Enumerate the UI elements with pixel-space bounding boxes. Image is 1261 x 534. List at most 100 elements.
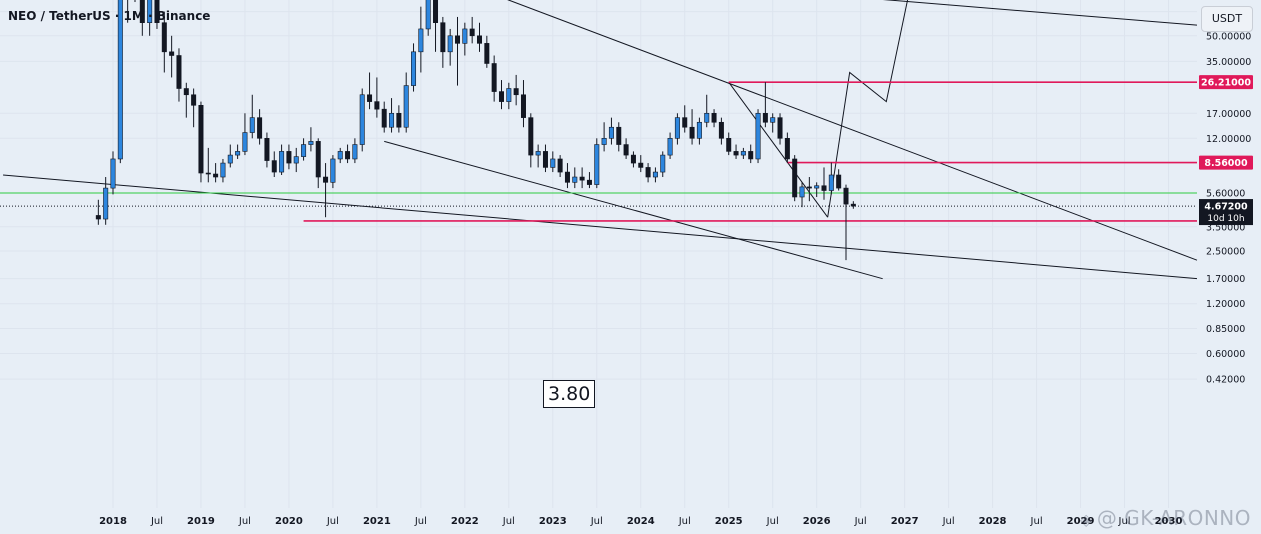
candle-down: [484, 43, 490, 64]
candle-up: [242, 132, 248, 152]
x-tick-label: Jul: [326, 516, 339, 527]
candle-down: [645, 167, 651, 178]
horizontal-levels: [0, 81, 1197, 222]
candle-up: [110, 158, 116, 189]
candle-up: [279, 151, 285, 173]
candle-down: [689, 126, 695, 139]
candle-down: [513, 88, 519, 96]
candle-up: [220, 162, 226, 178]
candle-up: [249, 117, 255, 133]
candle-up: [667, 138, 673, 156]
candle-down: [843, 187, 849, 205]
x-tick-label: 2021: [363, 516, 391, 527]
y-tick-label: 0.85000: [1206, 324, 1245, 335]
price-label: 26.21000: [1201, 78, 1251, 89]
candle-down: [821, 185, 827, 191]
candle-up: [418, 28, 424, 53]
x-tick-label: Jul: [150, 516, 163, 527]
trendline: [384, 140, 883, 280]
candle-down: [264, 138, 270, 161]
x-tick-label: 2024: [627, 516, 655, 527]
candle-up: [235, 151, 241, 156]
candle-down: [198, 104, 204, 174]
candle-down: [95, 215, 101, 220]
candle-down: [777, 117, 783, 139]
candle-down: [836, 174, 842, 189]
candle-down: [579, 176, 585, 181]
x-tick-label: 2018: [99, 516, 127, 527]
x-tick-label: Jul: [1118, 516, 1131, 527]
candle-down: [616, 126, 622, 145]
candle-up: [227, 154, 233, 164]
candle-up: [674, 117, 680, 139]
candle-up: [293, 156, 299, 164]
candle-up: [506, 88, 512, 102]
price-label-bg: [1199, 155, 1253, 170]
price-level-box: 3.80: [543, 380, 596, 408]
candle-down: [440, 22, 446, 53]
candle-down: [542, 151, 548, 168]
candle-down: [850, 203, 856, 207]
candle-down: [630, 154, 636, 164]
watermark-text: @ GK-ARONNO: [1096, 506, 1251, 530]
currency-selector[interactable]: USDT: [1201, 6, 1253, 32]
candle-down: [455, 35, 461, 44]
x-tick-label: Jul: [678, 516, 691, 527]
candle-down: [491, 63, 497, 92]
candle-up: [462, 28, 468, 44]
candle-up: [550, 158, 556, 168]
candle-down: [557, 158, 563, 173]
candle-down: [213, 173, 219, 178]
y-tick-label: 3.50000: [1206, 222, 1245, 233]
chart-title: NEO / TetherUS · 1M · Binance: [8, 9, 211, 23]
candle-down: [323, 176, 329, 183]
candle-down: [784, 138, 790, 160]
candle-up: [447, 35, 453, 53]
candle-up: [704, 112, 710, 123]
candle-up: [770, 117, 776, 123]
candle-down: [169, 51, 175, 56]
candle-down: [520, 94, 526, 118]
candle-up: [411, 51, 417, 86]
trendline: [507, 0, 1198, 261]
trendline: [882, 0, 1198, 26]
candle-up: [799, 186, 805, 198]
trendlines: [3, 0, 1198, 280]
candle-up: [652, 171, 658, 178]
candle-up: [359, 94, 365, 145]
candle-down: [564, 171, 570, 183]
candle-down: [161, 22, 167, 53]
x-tick-label: Jul: [414, 516, 427, 527]
candle-down: [792, 158, 798, 198]
axes: 2018 Jul 2019 Jul 2020 Jul 2021 Jul 2022 Jul 2023 J…: [99, 7, 1251, 527]
candle-down: [183, 88, 189, 96]
candle-up: [352, 144, 358, 160]
candle-down: [286, 151, 292, 164]
candle-up: [403, 85, 409, 128]
candle-up: [740, 151, 746, 156]
candle-up: [696, 121, 702, 139]
current-price-label: 4.67200: [1204, 202, 1248, 213]
candle-down: [733, 151, 739, 156]
candle-down: [498, 91, 504, 102]
candle-down: [528, 117, 534, 156]
candle-down: [396, 112, 402, 128]
candle-up: [425, 0, 431, 30]
y-tick-label: 35.00000: [1206, 57, 1251, 68]
candle-down: [191, 94, 197, 106]
candle-up: [301, 144, 307, 157]
candle-down: [476, 35, 482, 44]
candle-up: [601, 138, 607, 145]
x-tick-label: 2029: [1067, 516, 1095, 527]
x-tick-label: Jul: [766, 516, 779, 527]
candle-down: [806, 186, 812, 189]
candle-down: [586, 179, 592, 185]
candle-up: [608, 126, 614, 139]
x-tick-label: 2020: [275, 516, 303, 527]
candle-up: [572, 176, 578, 183]
y-tick-label: 50.00000: [1206, 31, 1251, 42]
candle-up: [308, 141, 314, 145]
candle-down: [139, 0, 145, 23]
x-tick-label: Jul: [1030, 516, 1043, 527]
